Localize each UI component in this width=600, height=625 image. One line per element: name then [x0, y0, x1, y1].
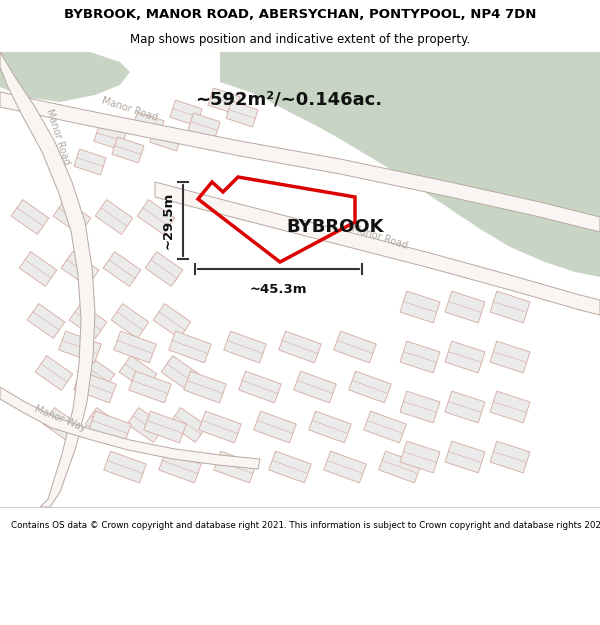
Polygon shape	[0, 52, 130, 102]
Polygon shape	[364, 411, 406, 443]
Polygon shape	[309, 411, 351, 443]
Polygon shape	[153, 304, 191, 338]
Text: Manor Road: Manor Road	[44, 107, 72, 166]
Polygon shape	[400, 291, 440, 323]
Polygon shape	[254, 411, 296, 443]
Polygon shape	[199, 411, 241, 443]
Polygon shape	[226, 101, 258, 127]
Text: Manor Road: Manor Road	[101, 95, 159, 122]
Polygon shape	[400, 391, 440, 423]
Polygon shape	[11, 199, 49, 234]
Polygon shape	[400, 441, 440, 473]
Polygon shape	[119, 356, 157, 391]
Polygon shape	[129, 371, 171, 403]
Polygon shape	[127, 408, 165, 442]
Polygon shape	[61, 252, 99, 286]
Text: ~29.5m: ~29.5m	[162, 192, 175, 249]
Polygon shape	[379, 451, 421, 483]
Polygon shape	[445, 341, 485, 373]
Polygon shape	[35, 356, 73, 391]
Polygon shape	[27, 304, 65, 338]
Polygon shape	[159, 451, 201, 483]
Polygon shape	[445, 291, 485, 323]
Polygon shape	[74, 149, 106, 175]
Polygon shape	[490, 291, 530, 323]
Polygon shape	[69, 304, 107, 338]
Polygon shape	[0, 92, 600, 232]
Polygon shape	[279, 331, 321, 363]
Polygon shape	[169, 408, 207, 442]
Polygon shape	[239, 371, 281, 403]
Polygon shape	[400, 341, 440, 373]
Text: ~592m²/~0.146ac.: ~592m²/~0.146ac.	[195, 90, 382, 108]
Polygon shape	[334, 331, 376, 363]
Polygon shape	[150, 125, 182, 151]
Text: Manor Road: Manor Road	[351, 223, 409, 251]
Polygon shape	[208, 88, 240, 114]
Polygon shape	[95, 199, 133, 234]
Polygon shape	[77, 356, 115, 391]
Polygon shape	[0, 52, 95, 507]
Polygon shape	[324, 451, 366, 483]
Polygon shape	[490, 391, 530, 423]
Polygon shape	[111, 304, 149, 338]
Polygon shape	[0, 387, 260, 469]
Polygon shape	[155, 182, 600, 315]
Text: BYBROOK: BYBROOK	[286, 218, 384, 236]
Polygon shape	[161, 356, 199, 391]
Polygon shape	[103, 252, 141, 286]
Polygon shape	[104, 451, 146, 483]
Polygon shape	[85, 408, 123, 442]
Polygon shape	[114, 331, 156, 363]
Polygon shape	[169, 331, 211, 363]
Polygon shape	[137, 199, 175, 234]
Polygon shape	[89, 411, 131, 443]
Polygon shape	[132, 112, 164, 138]
Polygon shape	[214, 451, 256, 483]
Polygon shape	[220, 52, 600, 277]
Polygon shape	[170, 100, 202, 126]
Polygon shape	[490, 341, 530, 373]
Polygon shape	[53, 199, 91, 234]
Polygon shape	[59, 331, 101, 363]
Polygon shape	[145, 252, 183, 286]
Polygon shape	[269, 451, 311, 483]
Polygon shape	[112, 137, 144, 163]
Text: Manor Way: Manor Way	[33, 404, 87, 434]
Polygon shape	[74, 371, 116, 403]
Polygon shape	[188, 113, 220, 139]
Polygon shape	[294, 371, 336, 403]
Text: ~45.3m: ~45.3m	[250, 283, 307, 296]
Text: Map shows position and indicative extent of the property.: Map shows position and indicative extent…	[130, 32, 470, 46]
Polygon shape	[19, 252, 57, 286]
Polygon shape	[94, 124, 126, 150]
Polygon shape	[490, 441, 530, 473]
Polygon shape	[349, 371, 391, 403]
Polygon shape	[445, 441, 485, 473]
Text: BYBROOK, MANOR ROAD, ABERSYCHAN, PONTYPOOL, NP4 7DN: BYBROOK, MANOR ROAD, ABERSYCHAN, PONTYPO…	[64, 8, 536, 21]
Polygon shape	[43, 408, 81, 442]
Text: Contains OS data © Crown copyright and database right 2021. This information is : Contains OS data © Crown copyright and d…	[11, 521, 600, 530]
Polygon shape	[144, 411, 186, 443]
Polygon shape	[445, 391, 485, 423]
Polygon shape	[224, 331, 266, 363]
Polygon shape	[184, 371, 226, 403]
